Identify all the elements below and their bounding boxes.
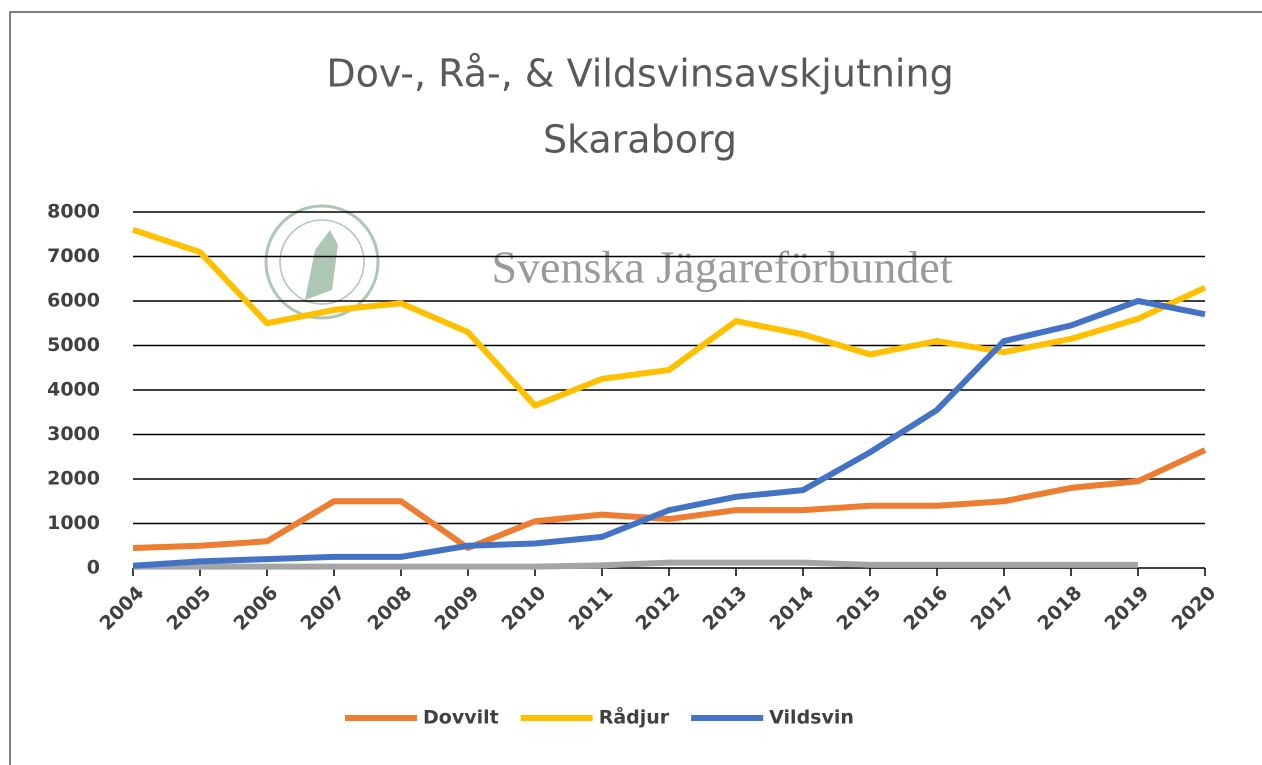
- y-tick-label: 2000: [47, 468, 100, 490]
- legend-label: Vildsvin: [769, 707, 854, 729]
- y-tick-label: 1000: [47, 512, 100, 534]
- chart-subtitle: Skaraborg: [543, 118, 737, 162]
- legend-label: Rådjur: [599, 705, 670, 729]
- legend-label: Dovvilt: [423, 707, 499, 729]
- y-tick-label: 3000: [47, 423, 100, 445]
- watermark-logo: [264, 204, 380, 320]
- y-tick-label: 7000: [47, 245, 100, 267]
- series-line: [132, 298, 1206, 569]
- chart-title: Dov-, Rå-, & Vildsvinsavskjutning: [326, 52, 953, 96]
- y-tick-label: 4000: [47, 379, 100, 401]
- series-line: [133, 559, 1138, 570]
- y-tick-label: 6000: [47, 290, 100, 312]
- y-tick-label: 0: [87, 557, 100, 579]
- chart-frame: [9, 11, 1262, 765]
- series-line: [132, 226, 1207, 409]
- series-line: [132, 447, 1207, 551]
- y-tick-label: 8000: [47, 201, 100, 223]
- watermark-text: Svenska Jägareförbundet: [491, 242, 952, 293]
- y-tick-label: 5000: [47, 334, 100, 356]
